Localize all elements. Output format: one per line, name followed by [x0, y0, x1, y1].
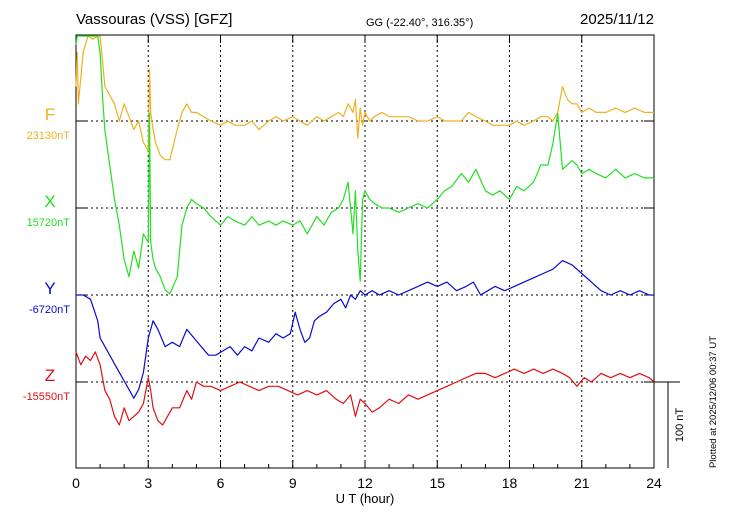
station-title: Vassouras (VSS) [GFZ]	[76, 11, 232, 28]
x-tick-label: 12	[357, 475, 373, 491]
plotted-at-note: Plotted at 2025/12/06 00:37 UT	[708, 336, 719, 468]
trace-y	[76, 260, 654, 399]
traces	[75, 35, 655, 426]
trace-x	[75, 35, 654, 295]
trace-z	[75, 351, 655, 426]
x-tick-label: 24	[646, 475, 662, 491]
series-baseline-y: -6720nT	[29, 304, 70, 316]
x-axis-label: U T (hour)	[336, 491, 395, 506]
scale-bar-label: 100 nT	[674, 408, 686, 443]
x-tick-label: 9	[289, 475, 297, 491]
x-tick-label: 0	[72, 475, 80, 491]
x-tick-label: 21	[574, 475, 590, 491]
scale-bar: 100 nT	[654, 381, 686, 468]
date-label: 2025/11/12	[580, 11, 654, 28]
x-tick-label: 3	[144, 475, 152, 491]
trace-f	[75, 35, 654, 161]
series-labels: F 23130nT X 15720nT Y -6720nT Z -15550nT	[23, 105, 70, 403]
series-baseline-z: -15550nT	[23, 391, 70, 403]
x-axis-ticks: 0 3 6 9 12 15 18 21 24	[72, 35, 662, 491]
x-tick-label: 18	[502, 475, 518, 491]
x-tick-label: 15	[429, 475, 445, 491]
series-baseline-x: 15720nT	[27, 217, 71, 229]
series-name-z: Z	[45, 366, 55, 385]
series-name-x: X	[44, 192, 55, 211]
coordinates-label: GG (-22.40°, 316.35°)	[366, 17, 473, 29]
series-name-f: F	[45, 105, 55, 124]
x-tick-label: 6	[217, 475, 225, 491]
series-name-y: Y	[44, 279, 55, 298]
series-baseline-f: 23130nT	[27, 130, 71, 142]
